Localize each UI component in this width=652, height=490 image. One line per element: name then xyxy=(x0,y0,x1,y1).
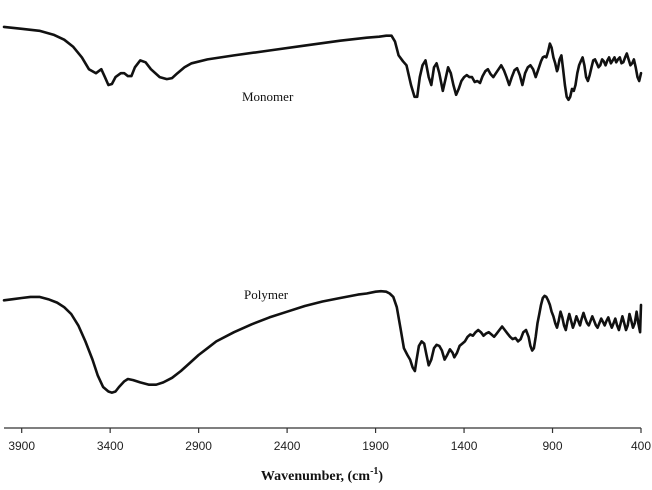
polymer-series-label: Polymer xyxy=(244,287,289,302)
x-axis-ticks: 3900 3400 2900 2400 1900 1400 900 400 xyxy=(8,428,651,453)
monomer-spectrum-line xyxy=(2,25,643,102)
x-axis-title-close: ) xyxy=(378,469,383,484)
x-tick-label: 1400 xyxy=(451,439,478,453)
x-axis-title: Wavenumber, (cm-1) xyxy=(261,466,384,484)
x-tick-label: 2900 xyxy=(185,439,212,453)
x-tick-label: 3900 xyxy=(8,439,35,453)
x-tick-label: 2400 xyxy=(274,439,301,453)
x-tick-label: 3400 xyxy=(97,439,124,453)
plot-area: Monomer Polymer xyxy=(2,25,643,394)
x-tick-label: 900 xyxy=(543,439,563,453)
x-axis-title-text: Wavenumber, (cm xyxy=(261,469,370,484)
x-axis: 3900 3400 2900 2400 1900 1400 900 400 xyxy=(4,427,651,453)
polymer-spectrum-line xyxy=(2,289,643,394)
x-tick-label: 400 xyxy=(631,439,651,453)
monomer-series-label: Monomer xyxy=(242,89,294,104)
x-tick-label: 1900 xyxy=(362,439,389,453)
x-axis-title-superscript: -1 xyxy=(370,466,378,477)
